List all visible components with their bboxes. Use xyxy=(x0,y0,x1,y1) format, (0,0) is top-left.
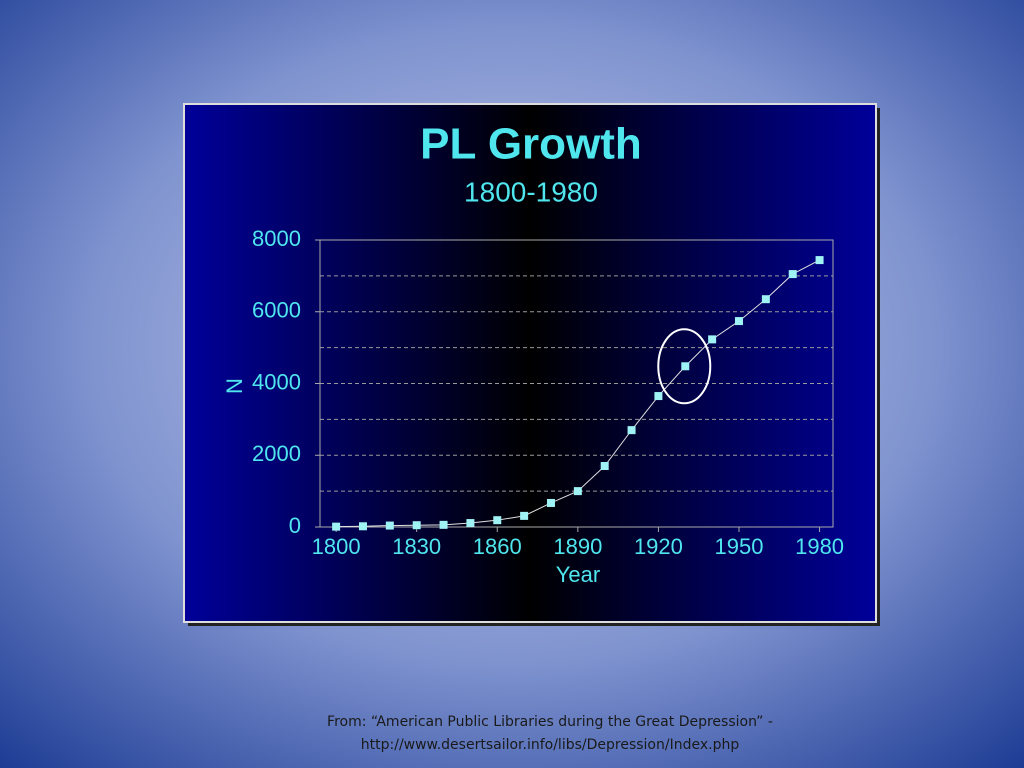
x-axis-label: Year xyxy=(556,562,600,587)
data-point xyxy=(332,522,341,531)
data-point xyxy=(520,511,529,520)
data-point xyxy=(546,498,555,507)
y-tick-label: 2000 xyxy=(252,441,301,466)
highlight-circle xyxy=(657,328,712,405)
y-axis-label: N xyxy=(222,378,247,394)
data-point xyxy=(761,295,770,304)
x-tick-label: 1860 xyxy=(473,534,522,559)
footer-line: From: “American Public Libraries during … xyxy=(327,714,773,730)
data-point xyxy=(466,519,475,528)
data-point xyxy=(654,392,663,401)
y-tick-label: 8000 xyxy=(252,226,301,251)
y-tick-label: 4000 xyxy=(252,369,301,394)
data-point xyxy=(358,522,367,531)
data-point xyxy=(439,520,448,529)
y-tick-label: 0 xyxy=(289,513,301,538)
data-point xyxy=(734,317,743,326)
footer-line: http://www.desertsailor.info/libs/Depres… xyxy=(361,737,740,753)
x-tick-label: 1950 xyxy=(715,534,764,559)
x-tick-label: 1830 xyxy=(392,534,441,559)
data-point xyxy=(681,362,690,371)
chart-panel xyxy=(183,103,877,623)
data-point xyxy=(627,426,636,435)
chart-subtitle: 1800-1980 xyxy=(464,176,598,207)
x-tick-label: 1890 xyxy=(553,534,602,559)
data-point xyxy=(815,256,824,265)
x-tick-label: 1920 xyxy=(634,534,683,559)
data-point xyxy=(600,462,609,471)
data-point xyxy=(573,487,582,496)
data-point xyxy=(412,521,421,530)
y-tick-label: 6000 xyxy=(252,298,301,323)
data-point xyxy=(788,270,797,279)
plot: 0 2000 4000 6000 8000 1800 1830 1860 1890 1920 195… xyxy=(252,226,844,559)
data-point xyxy=(385,521,394,530)
x-tick-label: 1980 xyxy=(795,534,844,559)
data-point xyxy=(708,335,717,344)
x-tick-label: 1800 xyxy=(312,534,361,559)
chart-title: PL Growth xyxy=(420,120,642,169)
data-point xyxy=(493,516,502,525)
